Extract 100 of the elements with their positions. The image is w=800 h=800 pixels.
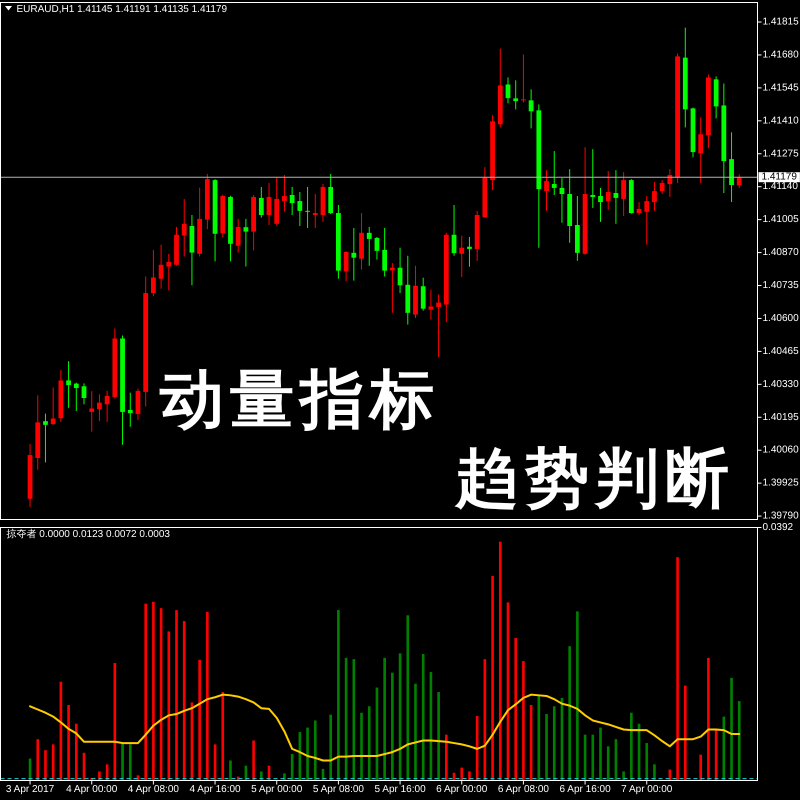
candlestick xyxy=(660,180,665,195)
bar xyxy=(160,608,162,780)
bar xyxy=(306,728,309,780)
candlestick xyxy=(436,294,442,358)
y-tick-label: 1.40735 xyxy=(762,280,800,292)
bar xyxy=(229,760,232,780)
bar xyxy=(136,775,140,780)
x-tick-label: 5 Apr 16:00 xyxy=(374,784,426,795)
candlestick xyxy=(598,187,603,222)
bar xyxy=(383,658,386,780)
candlestick xyxy=(644,195,650,246)
bar xyxy=(468,771,471,780)
annotation: 动量指标 xyxy=(159,363,440,437)
candlestick xyxy=(50,387,56,426)
bar xyxy=(206,612,209,780)
candlestick xyxy=(698,116,704,184)
x-tick-label: 6 Apr 08:00 xyxy=(498,784,550,795)
candlestick xyxy=(104,390,110,422)
bar xyxy=(406,615,410,780)
x-tick-label: 5 Apr 08:00 xyxy=(312,784,364,795)
bar xyxy=(552,706,556,780)
bar xyxy=(314,720,317,780)
ref-line-label: 1.41179 xyxy=(762,172,798,183)
y-tick-label: 1.41545 xyxy=(762,82,800,94)
candlestick xyxy=(420,277,426,312)
bar xyxy=(52,744,54,780)
bar xyxy=(560,698,564,780)
bar xyxy=(538,696,540,780)
candlestick xyxy=(560,178,564,224)
bar xyxy=(298,732,302,780)
bar xyxy=(599,728,602,780)
bar xyxy=(614,739,618,780)
candlestick xyxy=(736,174,742,188)
bar xyxy=(376,688,378,780)
bar xyxy=(484,659,486,780)
bar xyxy=(514,638,518,780)
bar xyxy=(476,716,478,780)
candlestick xyxy=(636,202,642,216)
y-tick-label: 1.40330 xyxy=(762,378,800,390)
bar xyxy=(491,576,494,780)
bar xyxy=(214,744,216,780)
bar xyxy=(144,604,147,780)
candlestick xyxy=(158,244,164,290)
bar xyxy=(676,557,679,780)
candlestick xyxy=(312,194,318,228)
bar xyxy=(322,768,324,780)
bar xyxy=(114,663,116,780)
candlestick xyxy=(182,198,187,257)
candlestick xyxy=(452,204,456,256)
x-tick-label: 4 Apr 16:00 xyxy=(189,784,242,795)
candlestick xyxy=(606,170,611,210)
candlestick xyxy=(398,247,402,294)
candlestick xyxy=(390,262,395,314)
bar xyxy=(221,692,224,780)
bar xyxy=(584,734,586,780)
bar xyxy=(252,740,255,780)
bar xyxy=(414,684,417,780)
candlestick xyxy=(74,382,79,412)
bar xyxy=(82,752,86,780)
bar xyxy=(167,631,170,780)
x-tick-label: 5 Apr 00:00 xyxy=(251,784,303,795)
candlestick xyxy=(89,390,94,432)
candlestick xyxy=(305,186,310,228)
bar xyxy=(74,724,78,780)
bar xyxy=(337,610,340,780)
candlestick xyxy=(506,76,510,104)
candlestick xyxy=(266,182,272,226)
y-tick-label: 1.41140 xyxy=(762,181,798,192)
bar xyxy=(738,701,741,780)
candlestick xyxy=(552,150,557,196)
bar xyxy=(722,716,726,780)
bar xyxy=(190,702,194,780)
candlestick xyxy=(667,168,672,198)
bar xyxy=(36,739,40,780)
bar xyxy=(506,602,510,780)
x-tick-label: 7 Apr 00:00 xyxy=(621,784,673,795)
y-tick-label: 1.41275 xyxy=(762,148,800,160)
bar xyxy=(329,714,332,780)
candlestick xyxy=(467,236,472,268)
bar xyxy=(28,758,32,780)
bar xyxy=(545,714,548,780)
bar xyxy=(198,660,201,780)
candlestick xyxy=(528,88,534,129)
bar xyxy=(445,734,448,780)
bar xyxy=(175,610,178,780)
bar xyxy=(522,661,525,780)
bar xyxy=(360,712,363,780)
x-tick-label: 6 Apr 16:00 xyxy=(560,784,612,795)
bar xyxy=(344,658,348,780)
y-tick-label: 1.39925 xyxy=(762,478,800,489)
bar xyxy=(568,646,571,780)
candlestick xyxy=(136,388,140,420)
candlestick xyxy=(282,174,287,212)
candlestick xyxy=(366,226,372,266)
candlestick xyxy=(244,218,248,267)
y-tick-label: 1.40465 xyxy=(762,346,800,357)
bar xyxy=(60,682,62,780)
bar xyxy=(452,772,456,780)
bar xyxy=(460,768,464,780)
candlestick xyxy=(297,192,302,226)
